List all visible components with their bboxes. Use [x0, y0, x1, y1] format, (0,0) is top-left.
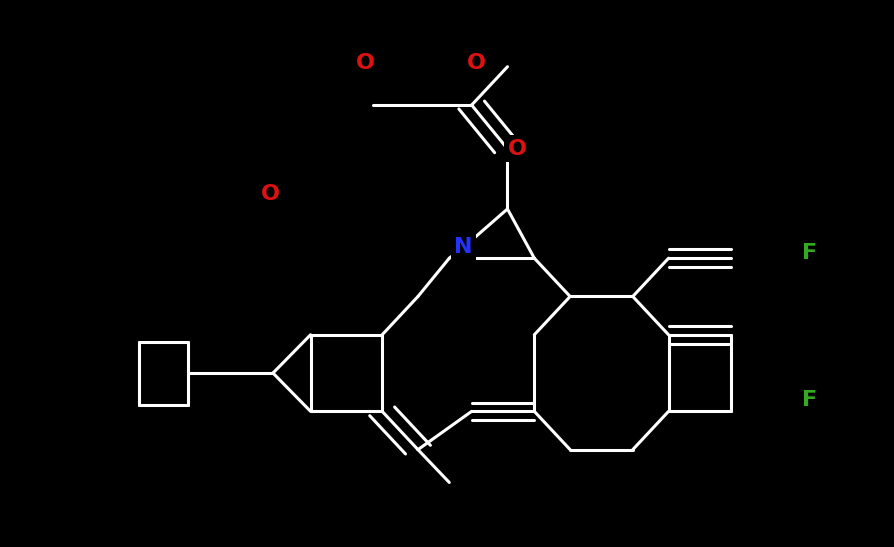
Text: O: O [466, 53, 485, 73]
Text: O: O [260, 184, 280, 204]
Text: F: F [802, 391, 816, 410]
Text: N: N [454, 237, 472, 257]
Text: O: O [355, 53, 375, 73]
Text: O: O [507, 139, 527, 159]
Text: F: F [802, 243, 816, 263]
